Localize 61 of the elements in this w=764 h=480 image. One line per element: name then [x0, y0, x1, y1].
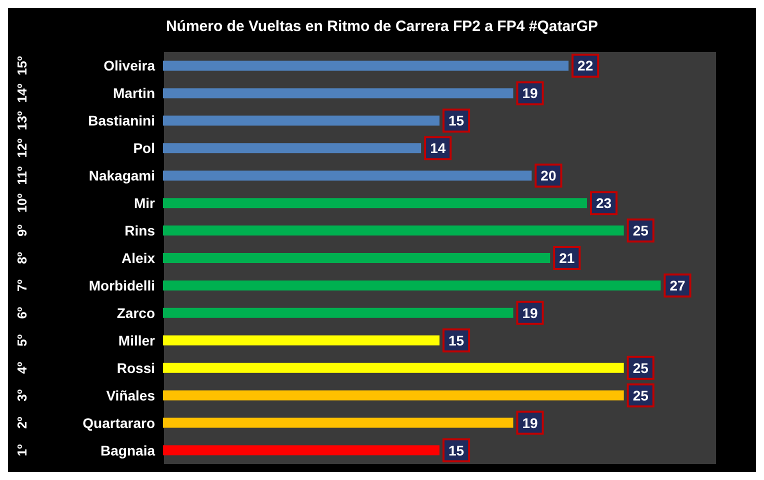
bar	[163, 280, 661, 290]
y-tick-label: Rossi	[116, 360, 155, 376]
bar	[163, 198, 587, 208]
data-label: 25	[632, 360, 649, 376]
y-tick-label: Morbidelli	[88, 277, 155, 294]
bar	[163, 445, 440, 456]
bar	[163, 143, 422, 154]
text: 4º	[14, 362, 30, 374]
text: 12º	[14, 138, 30, 158]
data-label: 23	[596, 195, 612, 212]
text: 15º	[14, 56, 30, 76]
y-tick-label: Bagnaia	[100, 442, 156, 458]
text: 2º	[14, 416, 30, 429]
text: 9º	[14, 224, 30, 237]
data-label: 19	[522, 304, 538, 321]
text: 11º	[14, 166, 30, 185]
data-label: 25	[632, 387, 649, 404]
bar	[163, 226, 624, 236]
text: 14º	[14, 83, 30, 103]
bar	[163, 390, 624, 400]
bar	[163, 362, 624, 373]
y-tick-label: Zarco	[116, 304, 155, 321]
text: 8º	[14, 252, 30, 264]
text: 5º	[14, 334, 30, 346]
text: 7º	[14, 279, 30, 292]
bar	[163, 253, 550, 263]
y-tick-label: Nakagami	[88, 168, 155, 184]
text: 13º	[14, 110, 30, 130]
text: 1º	[14, 444, 30, 456]
y-tick-label: Martin	[113, 85, 155, 102]
bar	[163, 116, 440, 126]
y-tick-label: Miller	[118, 332, 156, 348]
text: 6º	[14, 306, 30, 319]
bar	[163, 60, 569, 71]
y-tick-label: Bastianini	[88, 112, 155, 129]
y-tick-label: Viñales	[106, 387, 156, 404]
y-tick-label: Pol	[133, 140, 155, 156]
text: 10º	[14, 193, 30, 213]
data-label: 19	[522, 85, 538, 102]
y-tick-label: Quartararo	[82, 414, 155, 431]
data-label: 21	[559, 250, 575, 266]
chart-title: Número de Vueltas en Ritmo de Carrera FP2 a FP4 #QatarGP	[166, 18, 598, 35]
data-label: 20	[540, 168, 556, 184]
bar	[163, 170, 532, 181]
data-label: 22	[578, 58, 594, 74]
bar	[163, 88, 514, 98]
text: 3º	[14, 389, 30, 402]
data-label: 19	[522, 414, 538, 431]
y-tick-label: Aleix	[122, 250, 156, 266]
data-label: 15	[448, 442, 464, 458]
bar	[163, 308, 514, 318]
data-label: 25	[632, 222, 649, 239]
data-label: 15	[448, 112, 464, 129]
bar	[163, 335, 440, 346]
data-label: 15	[448, 332, 464, 348]
data-label: 14	[430, 140, 446, 156]
bar	[163, 418, 514, 428]
y-tick-label: Mir	[134, 195, 156, 212]
data-label: 27	[670, 277, 686, 294]
y-tick-label: Oliveira	[104, 58, 156, 74]
y-tick-label: Rins	[124, 222, 156, 239]
